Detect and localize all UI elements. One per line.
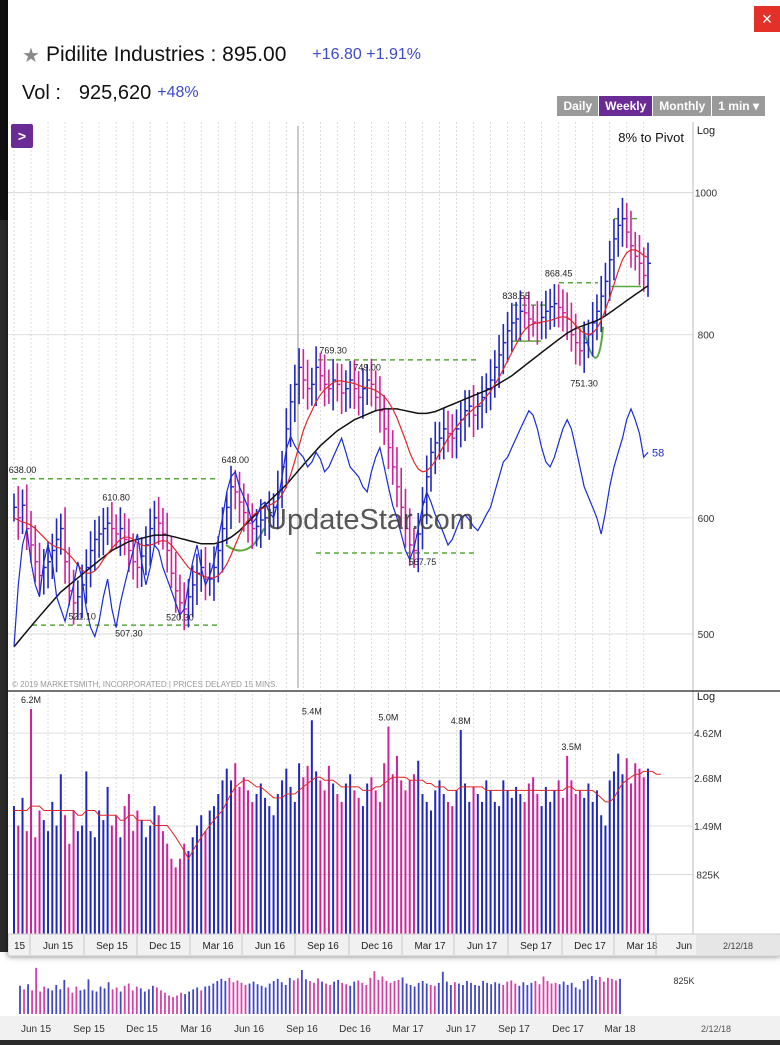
price-annotation-label: 648.00 (221, 455, 249, 465)
interval-dropdown[interactable]: 1 min ▾ (712, 96, 766, 116)
relative-strength-line (13, 407, 649, 647)
background-date-tick-label: Jun 17 (446, 1024, 476, 1035)
date-tick-label: Mar 18 (626, 941, 658, 952)
date-marker-label: 2/12/18 (723, 941, 753, 951)
close-icon: × (761, 9, 773, 29)
volume-tick-label: 1.49M (694, 822, 722, 833)
price-tick-label: 600 (698, 514, 715, 525)
price-annotation-label: 610.80 (102, 493, 130, 503)
price-annotation-label: 838.55 (502, 291, 530, 301)
star-icon[interactable]: ★ (22, 44, 40, 67)
price-annotation-label: 520.30 (166, 613, 194, 623)
price-annotation-label: 751.30 (570, 379, 598, 389)
price-scale-label: Log (697, 125, 715, 137)
volume-moving-average-line (14, 770, 661, 860)
background-date-tick-label: Dec 15 (126, 1024, 158, 1035)
date-tick-label: Mar 16 (202, 941, 234, 952)
price-annotation-label: 638.00 (9, 465, 37, 475)
date-tick-label: Mar 17 (414, 941, 446, 952)
volume-value: 925,620 (78, 81, 152, 104)
background-chart-strip: Jun 15 Sep 15 Dec 15 Mar 16 Jun 16 Sep 16 Dec … (0, 952, 780, 1040)
background-date-tick-label: Dec 16 (339, 1024, 371, 1035)
rs-value-label: 58 (652, 447, 664, 459)
background-date-tick-label: Mar 18 (604, 1024, 636, 1035)
price-annotation-label: 769.30 (319, 346, 347, 356)
chevron-right-icon: > (17, 128, 27, 144)
price-tick-label: 500 (698, 630, 715, 641)
volume-tick-label: 2.68M (694, 774, 722, 785)
stock-chart-modal: × ★ Pidilite Industries : 895.00 +16.80 … (8, 0, 780, 957)
date-tick-label: Jun (676, 941, 692, 952)
volume-peak-label: 5.0M (378, 713, 398, 723)
period-monthly-button[interactable]: Monthly (653, 96, 713, 116)
volume-peak-label: 4.8M (451, 716, 471, 726)
background-date-tick-label: Jun 16 (234, 1024, 264, 1035)
pivot-label: 8% to Pivot (618, 130, 684, 145)
background-date-tick-label: Dec 17 (552, 1024, 584, 1035)
date-tick-label: Sep 16 (307, 941, 339, 952)
period-selector: Daily Weekly Monthly 1 min ▾ (557, 96, 766, 116)
date-marker-box (696, 935, 780, 955)
cup-curve (225, 528, 265, 552)
price-tick-label: 800 (698, 331, 715, 342)
background-date-tick-label: Sep 15 (73, 1024, 105, 1035)
volume-peak-label: 3.5M (561, 742, 581, 752)
price-annotation-label: 567.75 (409, 557, 437, 567)
background-date-tick-label: Sep 17 (498, 1024, 530, 1035)
background-date-tick-label: Mar 16 (180, 1024, 212, 1035)
close-button[interactable]: × (754, 6, 780, 32)
volume-peak-label: 6.2M (21, 695, 41, 705)
volume-header: Vol : 925,620 +48% (22, 80, 199, 106)
date-tick-label: Sep 15 (96, 941, 128, 952)
background-date-tick-label: Mar 17 (392, 1024, 424, 1035)
date-tick-label: Jun 16 (255, 941, 285, 952)
volume-scale-label: Log (697, 691, 715, 703)
stock-name-price: Pidilite Industries : 895.00 (45, 43, 287, 66)
price-annotation-label: 521.10 (68, 612, 96, 622)
watermark-text: UpdateStar.com (266, 504, 474, 536)
date-tick-label: 15 (14, 941, 26, 952)
volume-tick-label: 4.62M (694, 729, 722, 740)
price-annotation-label: 868.45 (545, 268, 573, 278)
price-annotation-label: 749.00 (353, 363, 381, 373)
background-date-bar (0, 1016, 780, 1040)
price-change: +16.80 +1.91% (312, 46, 421, 63)
moving-average-long-line (13, 285, 649, 648)
background-volume-tick: 825K (673, 976, 694, 986)
price-header: ★ Pidilite Industries : 895.00 +16.80 +1… (22, 42, 421, 68)
price-tick-label: 1000 (695, 189, 718, 200)
volume-tick-label: 825K (696, 871, 720, 882)
background-date-tick-label: Sep 16 (286, 1024, 318, 1035)
period-daily-button[interactable]: Daily (557, 96, 600, 116)
moving-average-short-line (13, 249, 649, 579)
cup-curve (582, 326, 604, 359)
background-date-tick-label: Jun 15 (21, 1024, 51, 1035)
date-tick-label: Dec 17 (574, 941, 606, 952)
volume-label: Vol : (22, 81, 61, 104)
background-chart-svg: Jun 15 Sep 15 Dec 15 Mar 16 Jun 16 Sep 16 Dec … (0, 967, 780, 1040)
date-tick-label: Jun 17 (467, 941, 497, 952)
date-tick-label: Sep 17 (520, 941, 552, 952)
volume-change: +48% (157, 84, 199, 101)
price-annotation-label: 507.30 (115, 629, 143, 639)
date-tick-label: Dec 15 (149, 941, 181, 952)
copyright-text: © 2019 MARKETSMITH, INCORPORATED | PRICE… (12, 680, 278, 689)
date-axis-bar (8, 933, 780, 957)
date-tick-label: Jun 15 (43, 941, 73, 952)
date-tick-label: Dec 16 (361, 941, 393, 952)
volume-peak-label: 5.4M (302, 706, 322, 716)
background-date-marker: 2/12/18 (701, 1024, 731, 1034)
expand-panel-button[interactable]: > (11, 124, 33, 148)
period-weekly-button[interactable]: Weekly (599, 96, 654, 116)
price-volume-chart: 1000 800 600 500 4.62M 2.68M 1.49M 825K Log Log © … (8, 122, 780, 957)
